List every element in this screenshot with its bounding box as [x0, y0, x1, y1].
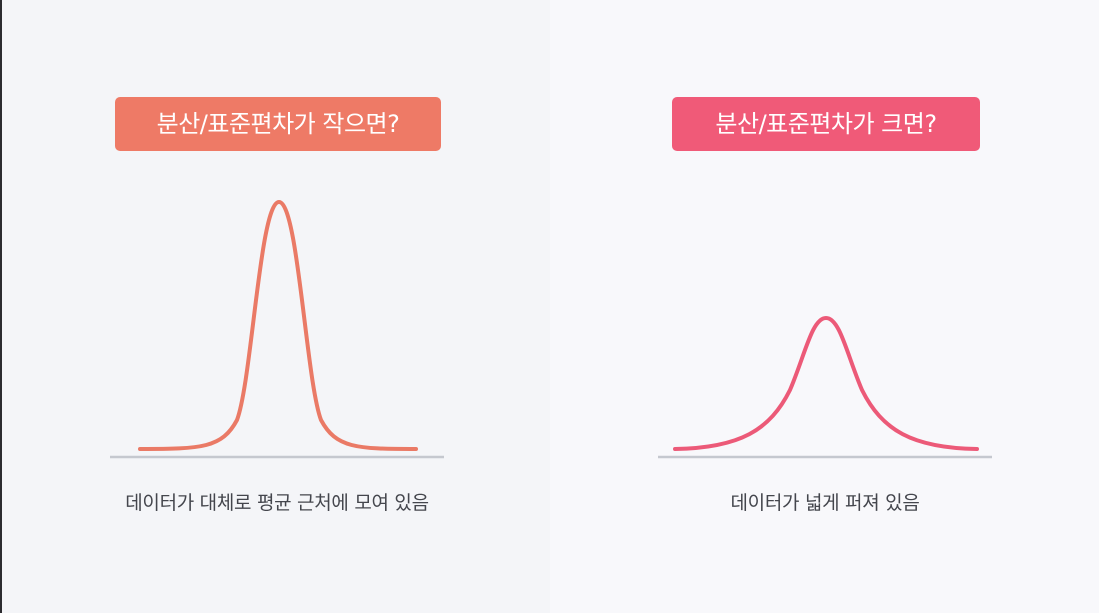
- right-panel-large-variance: 분산/표준편차가 크면? 데이터가 넓게 퍼져 있음: [550, 0, 1099, 613]
- small-variance-question-badge: 분산/표준편차가 작으면?: [115, 97, 441, 151]
- large-variance-question-badge: 분산/표준편차가 크면?: [672, 97, 980, 151]
- large-variance-caption: 데이터가 넓게 퍼져 있음: [730, 492, 920, 514]
- wide-distribution-curve: [673, 315, 979, 451]
- narrow-distribution-graph: [110, 199, 444, 459]
- wide-distribution-graph: [658, 315, 992, 459]
- narrow-distribution-curve: [138, 199, 418, 451]
- small-variance-caption: 데이터가 대체로 평균 근처에 모여 있음: [125, 492, 429, 514]
- left-panel-small-variance: 분산/표준편차가 작으면? 데이터가 대체로 평균 근처에 모여 있음: [0, 0, 444, 613]
